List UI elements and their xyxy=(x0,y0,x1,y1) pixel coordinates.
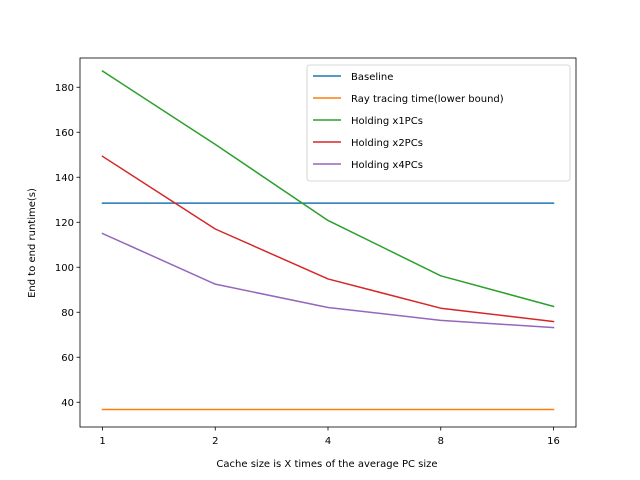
series-line-2 xyxy=(101,70,555,308)
legend-label-3: Holding x2PCs xyxy=(351,138,423,149)
series-line-3 xyxy=(101,155,555,323)
y-axis-label: End to end runtime(s) xyxy=(27,188,38,298)
x-tick-label-3: 8 xyxy=(438,436,444,447)
y-tick-label-5: 140 xyxy=(55,173,74,184)
x-tick-label-1: 2 xyxy=(212,436,218,447)
y-tick-label-6: 160 xyxy=(55,128,74,139)
y-tick-label-1: 60 xyxy=(61,353,74,364)
x-tick-label-2: 4 xyxy=(325,436,331,447)
legend-box xyxy=(306,64,571,182)
y-tick-label-2: 80 xyxy=(61,308,74,319)
x-axis-label: Cache size is X times of the average PC … xyxy=(216,459,437,470)
y-tick-label-4: 120 xyxy=(55,218,74,229)
legend-label-1: Ray tracing time(lower bound) xyxy=(351,94,504,105)
x-tick-label-4: 16 xyxy=(547,436,560,447)
x-tick-label-0: 1 xyxy=(99,436,105,447)
y-tick-label-3: 100 xyxy=(55,263,74,274)
y-tick-label-0: 40 xyxy=(61,398,74,409)
legend-label-4: Holding x4PCs xyxy=(351,160,423,171)
y-tick-label-7: 180 xyxy=(55,83,74,94)
legend-label-2: Holding x1PCs xyxy=(351,116,423,127)
legend-label-0: Baseline xyxy=(351,72,393,83)
series-line-4 xyxy=(101,232,555,329)
